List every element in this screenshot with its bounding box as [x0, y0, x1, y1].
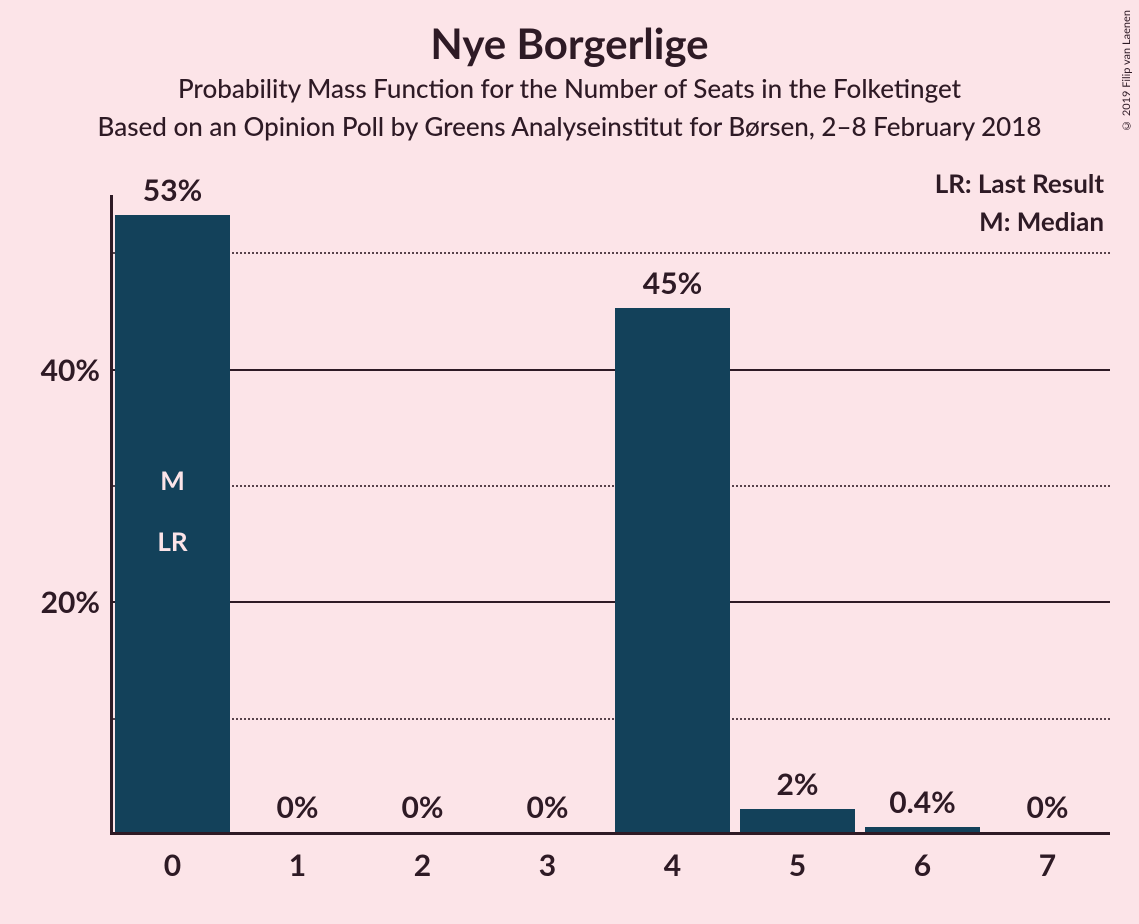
bar-value-label: 45% [643, 265, 702, 301]
grid-major [113, 369, 1110, 371]
x-tick-label: 5 [789, 847, 806, 883]
y-axis-line [110, 195, 113, 835]
x-tick-label: 6 [914, 847, 931, 883]
grid-minor [113, 718, 1110, 720]
legend-lr: LR: Last Result [935, 167, 1104, 199]
x-tick-label: 0 [164, 847, 181, 883]
bar-value-label: 0% [402, 789, 444, 825]
chart-subtitle-1: Probability Mass Function for the Number… [0, 72, 1139, 104]
plot-area: 20%40%53%00%10%20%345%42%50.4%60%7LR: La… [110, 195, 1110, 835]
x-tick-label: 2 [414, 847, 431, 883]
bar-value-label: 53% [143, 172, 202, 208]
y-tick-label: 40% [41, 352, 100, 388]
legend-m: M: Median [979, 205, 1104, 237]
x-tick-label: 1 [289, 847, 306, 883]
bar-value-label: 0.4% [889, 784, 956, 820]
x-tick-label: 4 [664, 847, 681, 883]
y-tick-label: 20% [41, 584, 100, 620]
bar-value-label: 0% [277, 789, 319, 825]
grid-major [113, 601, 1110, 603]
chart-subtitle-2: Based on an Opinion Poll by Greens Analy… [0, 110, 1139, 142]
bar [115, 215, 230, 832]
x-axis-line [110, 832, 1110, 835]
x-tick-label: 3 [539, 847, 556, 883]
x-tick-label: 7 [1039, 847, 1056, 883]
median-marker: M [160, 464, 185, 496]
last-result-marker: LR [157, 525, 187, 557]
bar-value-label: 0% [527, 789, 569, 825]
bar [615, 308, 730, 832]
grid-minor [113, 485, 1110, 487]
bar-value-label: 2% [777, 766, 819, 802]
bar-value-label: 0% [1027, 789, 1069, 825]
bar [740, 809, 855, 832]
copyright-text: © 2019 Filip van Laenen [1120, 10, 1133, 132]
grid-minor [113, 252, 1110, 254]
chart-title: Nye Borgerlige [0, 18, 1139, 68]
bar [865, 827, 980, 832]
pmf-bar-chart: Nye Borgerlige Probability Mass Function… [0, 0, 1139, 924]
